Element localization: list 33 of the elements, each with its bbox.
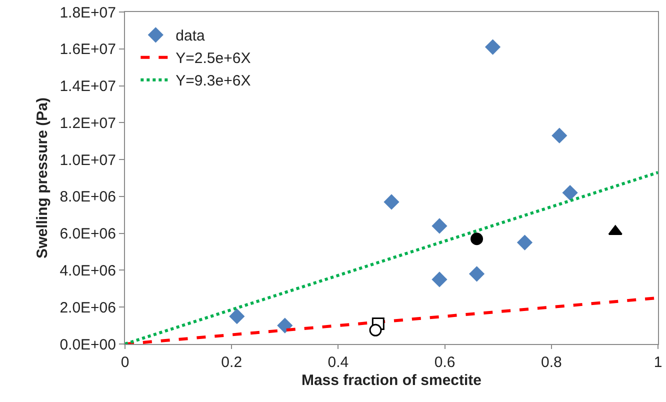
legend-label: data — [176, 28, 206, 45]
y-tick-label: 2.0E+06 — [60, 299, 116, 316]
y-tick-label: 1.0E+07 — [60, 152, 116, 169]
y-tick-label: 1.4E+07 — [60, 78, 116, 96]
point — [277, 318, 293, 334]
x-tick-label: 1 — [654, 354, 662, 371]
x-tick-label: 0.8 — [540, 354, 562, 371]
point — [484, 39, 501, 55]
point — [369, 324, 382, 336]
y-tick-label: 1.6E+07 — [60, 41, 116, 58]
point — [432, 218, 448, 234]
y-tick-label: 4.0E+06 — [60, 262, 116, 280]
x-tick-label: 0.4 — [328, 354, 349, 371]
x-tick-label: 0 — [120, 354, 130, 371]
y-tick-label: 6.0E+06 — [60, 226, 116, 243]
y-tick-label: 8.0E+06 — [60, 188, 116, 206]
y-tick-label: 0.0E+00 — [60, 336, 116, 354]
point — [384, 194, 400, 210]
point — [468, 266, 485, 282]
point — [552, 128, 568, 144]
point — [432, 272, 448, 288]
point — [516, 234, 533, 250]
legend-label: Y=9.3e+6X — [176, 72, 251, 90]
y-tick-label: 1.2E+07 — [60, 114, 116, 132]
y-tick-label: 1.8E+07 — [60, 4, 116, 22]
legend-label: Y=2.5e+6X — [176, 50, 251, 68]
point — [562, 184, 578, 201]
x-axis-title: Mass fraction of smectite — [301, 372, 482, 389]
y-axis-title: Swelling pressure (Pa) — [34, 98, 51, 258]
point — [229, 308, 245, 324]
x-tick-label: 0.6 — [434, 354, 456, 371]
x-tick-label: 0.2 — [221, 354, 242, 371]
point — [470, 232, 484, 246]
